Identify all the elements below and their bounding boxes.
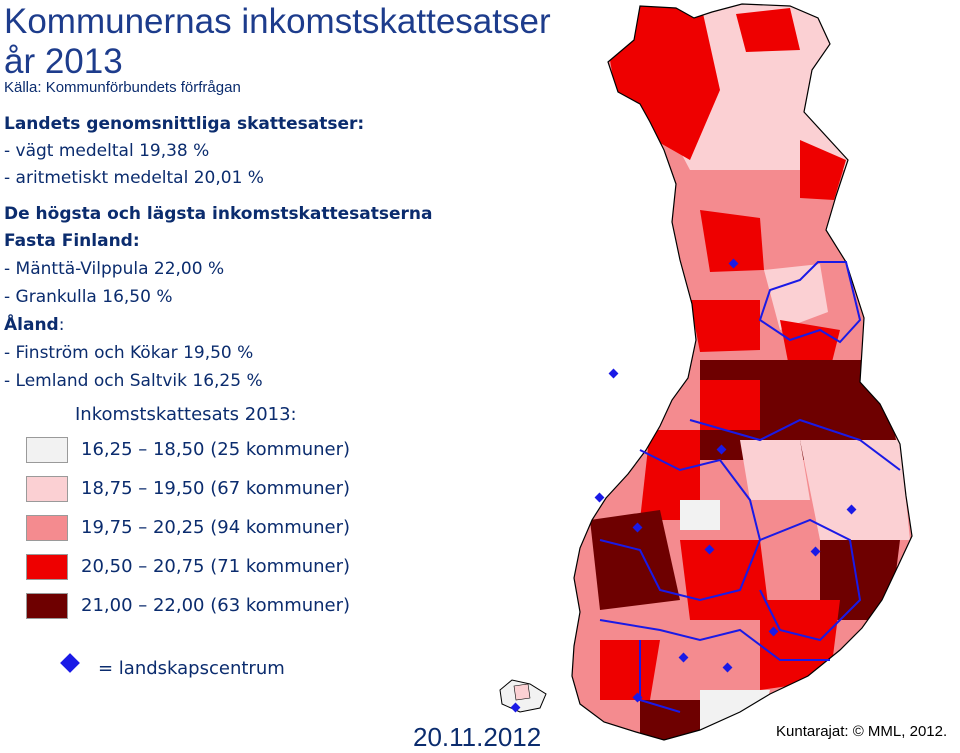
finland-municipality-map	[499, 3, 913, 741]
mainland-lowest: - Grankulla 16,50 %	[4, 287, 173, 307]
map-title: Kommunernas inkomstskattesatser år 2013	[4, 2, 551, 82]
legend-swatch	[26, 593, 68, 619]
aland-heading: Åland:	[4, 315, 64, 335]
legend-label: 20,50 – 20,75 (71 kommuner)	[81, 556, 351, 577]
legend-label: 21,00 – 22,00 (63 kommuner)	[81, 595, 351, 616]
legend-label: 18,75 – 19,50 (67 kommuner)	[81, 478, 351, 499]
legend-title: Inkomstskattesats 2013:	[75, 404, 297, 425]
weighted-average: - vägt medeltal 19,38 %	[4, 141, 210, 161]
extremes-heading: De högsta och lägsta inkomstskattesatser…	[4, 204, 433, 224]
aland-heading-name: Åland	[4, 315, 59, 335]
mainland-highest: - Mänttä-Vilppula 22,00 %	[4, 259, 225, 279]
aland-heading-colon: :	[58, 315, 65, 335]
legend-swatch	[26, 437, 68, 463]
title-line-2: år 2013	[4, 42, 123, 81]
legend-label: 16,25 – 18,50 (25 kommuner)	[81, 439, 351, 460]
date-label: 20.11.2012	[413, 722, 542, 752]
aland-lowest: - Lemland och Saltvik 16,25 %	[4, 371, 263, 391]
boundary-credit: Kuntarajat: © MML, 2012.	[776, 723, 948, 740]
arithmetic-average: - aritmetiskt medeltal 20,01 %	[4, 168, 264, 188]
regional-center-diamond-icon	[60, 653, 80, 673]
legend-swatch	[26, 515, 68, 541]
mainland-heading: Fasta Finland:	[4, 231, 140, 251]
legend-label: 19,75 – 20,25 (94 kommuner)	[81, 517, 351, 538]
source-note: Källa: Kommunförbundets förfrågan	[4, 79, 241, 96]
legend-swatch	[26, 476, 68, 502]
title-line-1: Kommunernas inkomstskattesatser	[4, 2, 551, 41]
legend-swatch	[26, 554, 68, 580]
averages-heading: Landets genomsnittliga skattesatser:	[4, 114, 365, 134]
regional-center-label: = landskapscentrum	[98, 658, 285, 679]
aland-highest: - Finström och Kökar 19,50 %	[4, 343, 254, 363]
